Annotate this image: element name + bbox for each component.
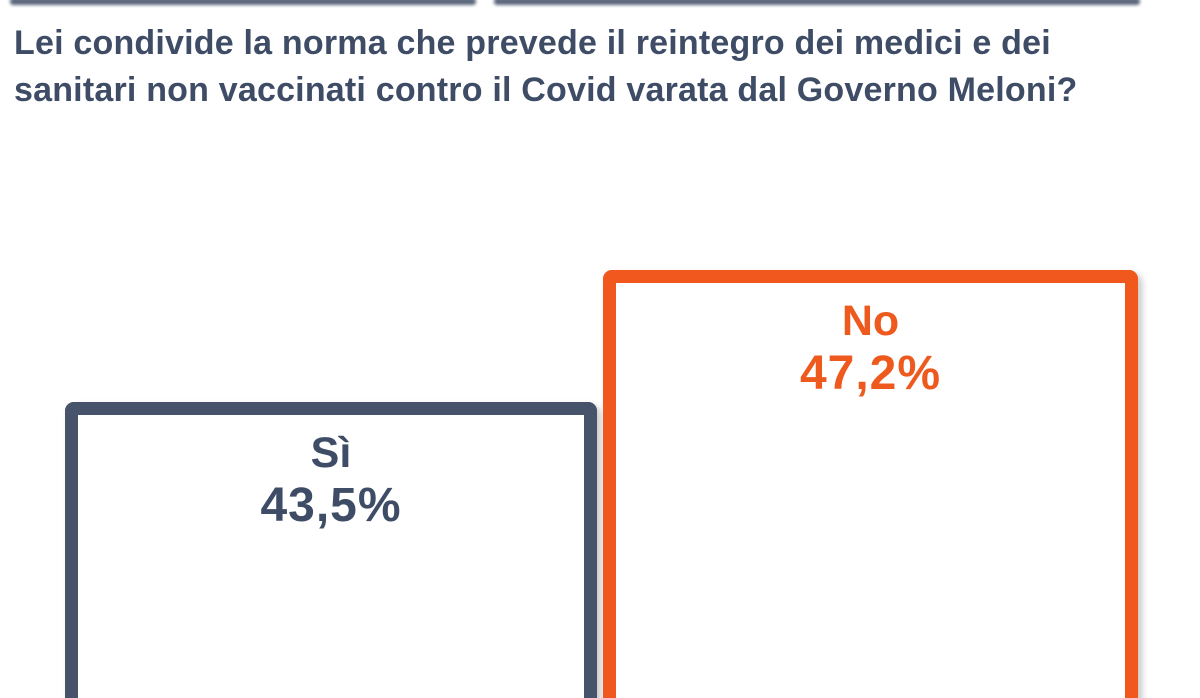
bar-no: No 47,2%	[603, 270, 1138, 698]
bar-no-label: No	[841, 297, 900, 345]
banner-remnant-segment-right	[494, 0, 1140, 5]
bar-si-label: Sì	[310, 429, 352, 477]
question-line-1: Lei condivide la norma che prevede il re…	[14, 24, 1051, 62]
question-line-2: sanitari non vaccinati contro il Covid v…	[14, 71, 1078, 109]
bar-no-value: 47,2%	[799, 347, 942, 400]
bar-si-value: 43,5%	[260, 479, 402, 532]
bar-si: Sì 43,5%	[65, 402, 597, 698]
poll-question: Lei condivide la norma che prevede il re…	[14, 20, 1174, 114]
banner-remnant-segment-left	[10, 0, 476, 5]
